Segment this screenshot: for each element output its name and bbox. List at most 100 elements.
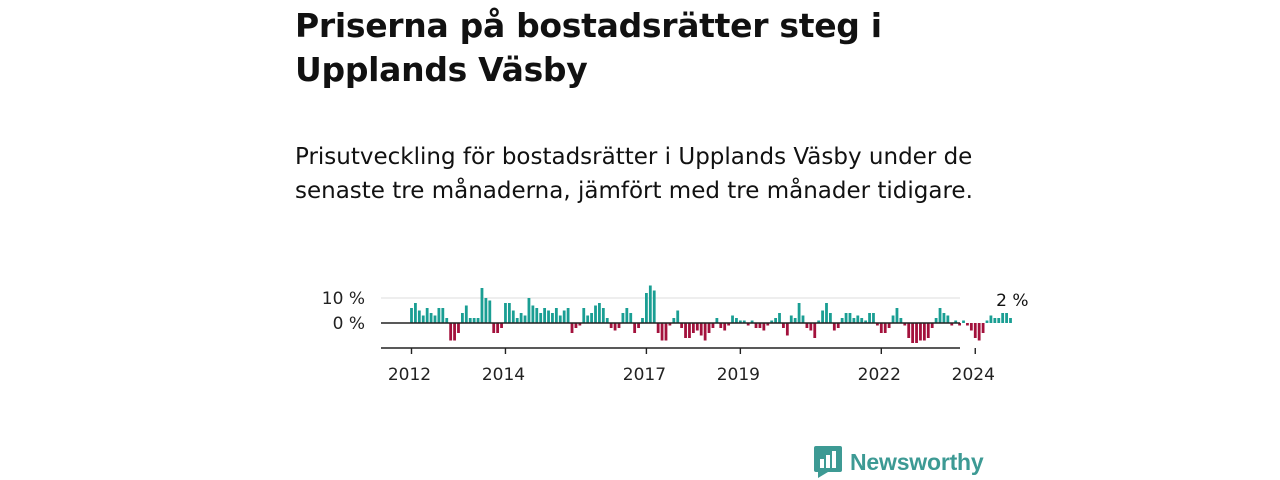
axes bbox=[381, 322, 976, 354]
x-tick-label: 2012 bbox=[388, 365, 431, 385]
y-tick-label: 10 % bbox=[322, 289, 365, 309]
bar bbox=[641, 318, 644, 323]
x-tick-label: 2022 bbox=[858, 365, 901, 385]
bar bbox=[648, 285, 652, 323]
last-value-label: 2 % bbox=[996, 291, 1028, 311]
x-tick-label: 2014 bbox=[482, 365, 525, 385]
bar bbox=[836, 323, 840, 328]
bar bbox=[993, 318, 997, 323]
bar bbox=[429, 313, 433, 323]
bar bbox=[915, 323, 918, 343]
bar bbox=[574, 323, 578, 328]
bar bbox=[829, 313, 832, 323]
bar bbox=[637, 323, 640, 328]
bar bbox=[958, 323, 961, 326]
bar bbox=[617, 323, 621, 328]
bar bbox=[1009, 318, 1012, 323]
bar bbox=[535, 308, 539, 323]
tick-labels: 0 % 10 % 2012 2014 2017 2019 2022 2024 2 % bbox=[322, 289, 1029, 385]
bar bbox=[875, 323, 879, 326]
bar bbox=[821, 310, 824, 323]
bar bbox=[840, 318, 844, 323]
bar bbox=[883, 323, 887, 333]
bar bbox=[848, 313, 852, 323]
bar bbox=[629, 313, 633, 323]
bar bbox=[652, 290, 656, 323]
bar bbox=[570, 323, 574, 333]
bar bbox=[656, 323, 660, 333]
bar bbox=[472, 318, 476, 323]
bar bbox=[441, 308, 445, 323]
bar bbox=[750, 320, 754, 323]
bar bbox=[954, 320, 958, 323]
bar bbox=[746, 323, 750, 326]
bar bbox=[496, 323, 500, 333]
bar bbox=[899, 318, 903, 323]
bar bbox=[457, 323, 460, 333]
bar bbox=[504, 303, 507, 323]
bar bbox=[860, 318, 864, 323]
bar bbox=[578, 323, 582, 326]
bar bbox=[676, 310, 680, 323]
bar bbox=[625, 308, 629, 323]
bar bbox=[500, 323, 503, 328]
bar bbox=[911, 323, 915, 343]
chart-title: Priserna på bostadsrätter steg i Uppland… bbox=[295, 6, 882, 89]
bar bbox=[832, 323, 836, 331]
bar bbox=[907, 323, 911, 338]
bar bbox=[891, 315, 895, 323]
bar bbox=[515, 318, 519, 323]
newsworthy-logo-text: Newsworthy bbox=[850, 448, 984, 475]
bar bbox=[766, 323, 770, 326]
bar bbox=[707, 323, 711, 333]
bar bbox=[566, 308, 570, 323]
newsworthy-logo: Newsworthy bbox=[814, 446, 984, 478]
newsworthy-logo-icon bbox=[814, 446, 842, 478]
bar bbox=[789, 315, 793, 323]
bar bbox=[770, 320, 774, 323]
chart-subtitle: Prisutveckling för bostadsrätter i Uppla… bbox=[295, 144, 973, 204]
bar bbox=[507, 303, 511, 323]
bar bbox=[691, 323, 695, 333]
bar bbox=[738, 320, 742, 323]
bar bbox=[558, 315, 562, 323]
bar bbox=[864, 320, 868, 323]
bar bbox=[856, 315, 860, 323]
bar bbox=[942, 313, 946, 323]
bar bbox=[938, 308, 942, 323]
bar bbox=[539, 313, 543, 323]
bar bbox=[809, 323, 813, 331]
bar bbox=[488, 300, 492, 323]
bar bbox=[719, 323, 723, 328]
bar bbox=[551, 313, 554, 323]
bar bbox=[531, 305, 535, 323]
bar bbox=[414, 303, 417, 323]
bar bbox=[601, 308, 605, 323]
bar bbox=[813, 323, 817, 338]
bar bbox=[930, 323, 934, 328]
bar bbox=[554, 308, 558, 323]
bar bbox=[621, 313, 625, 323]
bar bbox=[476, 318, 480, 323]
bar bbox=[782, 323, 785, 328]
bar bbox=[484, 298, 488, 323]
bar bbox=[527, 298, 531, 323]
bar bbox=[699, 323, 703, 336]
bar bbox=[844, 313, 848, 323]
bar bbox=[562, 310, 566, 323]
bar bbox=[421, 315, 425, 323]
bar bbox=[645, 293, 648, 323]
bar bbox=[445, 318, 449, 323]
bar bbox=[793, 318, 797, 323]
bar bbox=[801, 315, 805, 323]
bar bbox=[468, 318, 472, 323]
bar bbox=[758, 323, 762, 328]
bar bbox=[868, 313, 871, 323]
bar bbox=[480, 288, 484, 323]
bar bbox=[582, 308, 586, 323]
bar bbox=[613, 323, 617, 331]
bar bbox=[605, 318, 609, 323]
bar bbox=[926, 323, 930, 338]
x-tick-label: 2017 bbox=[623, 365, 666, 385]
bar bbox=[797, 303, 801, 323]
